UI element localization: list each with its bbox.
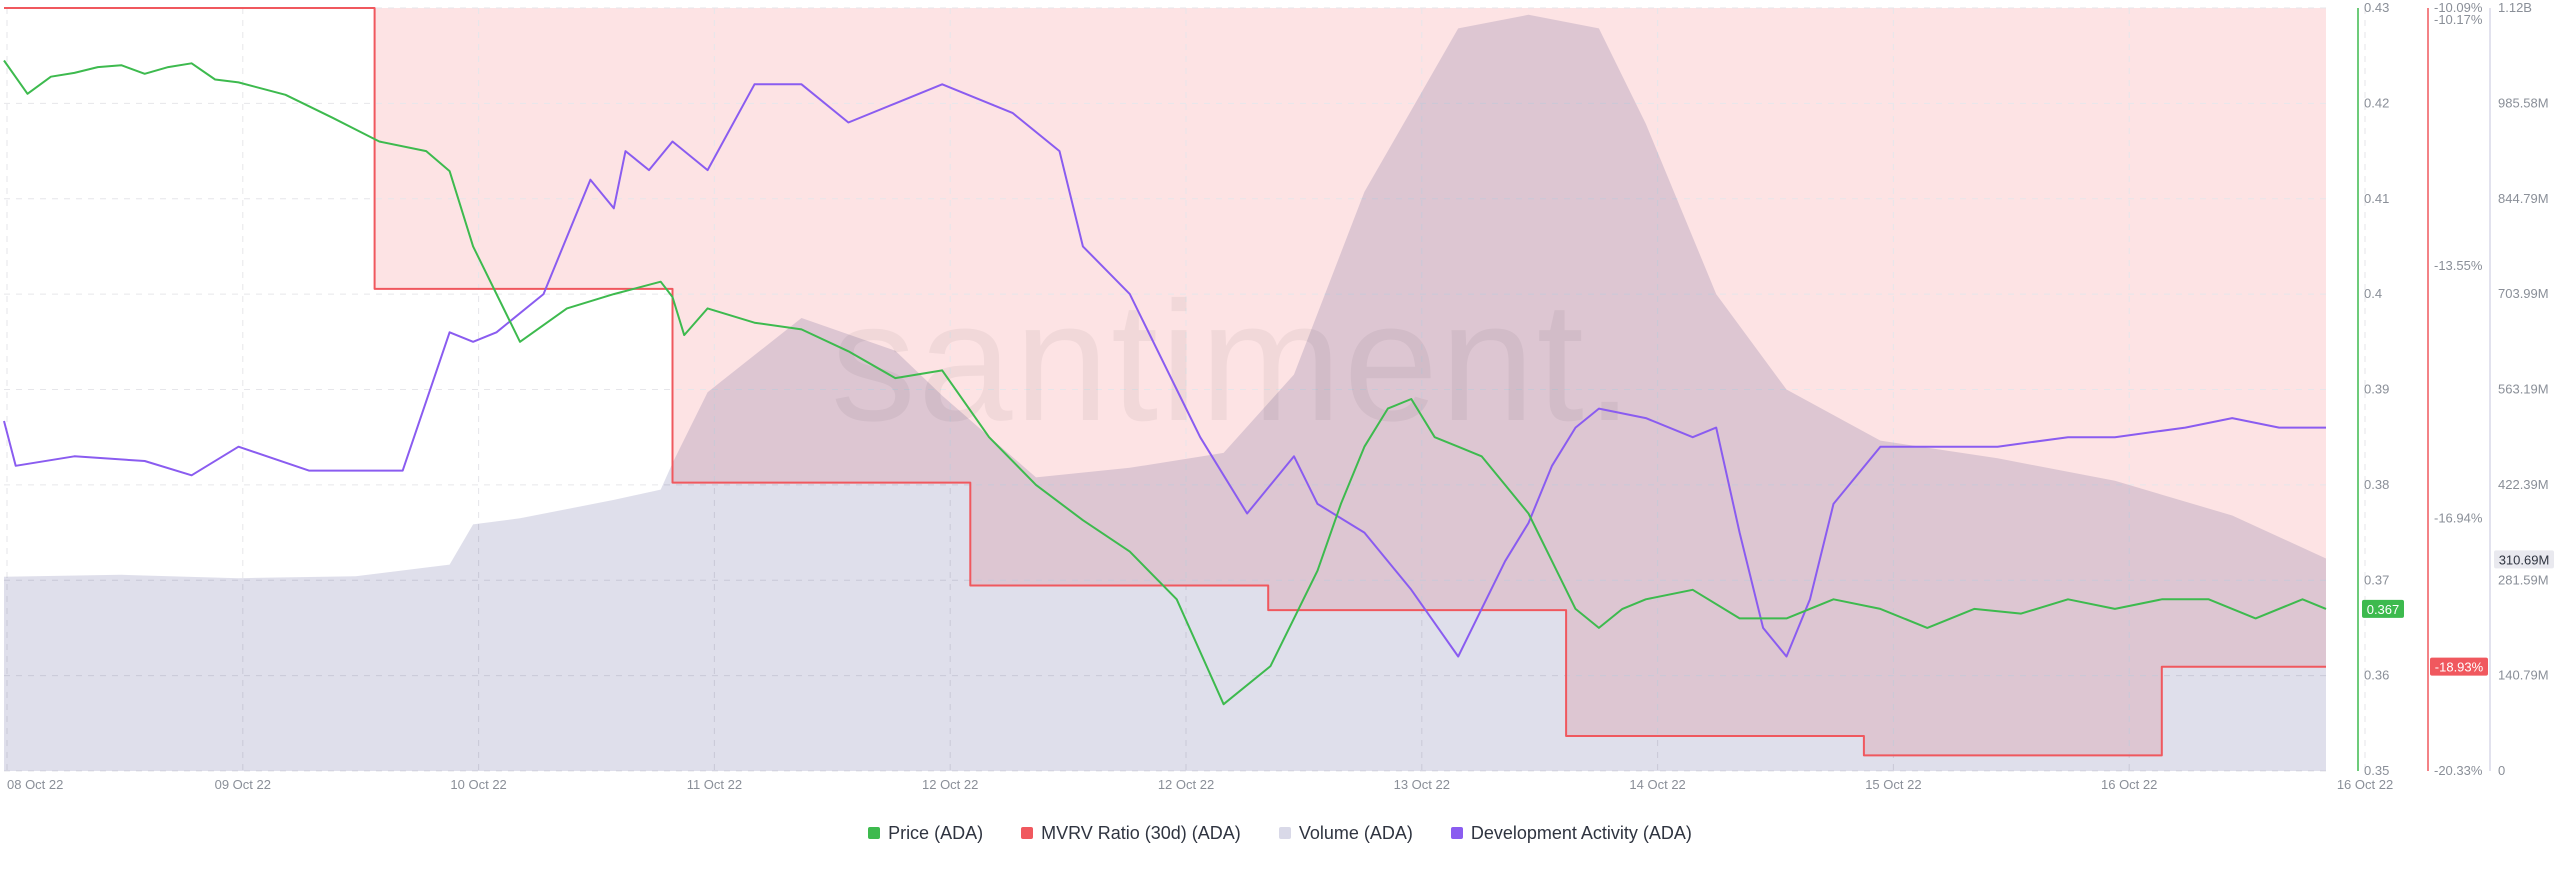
price-axis-tick: 0.36 bbox=[2364, 668, 2389, 683]
price-axis-tick: 0.38 bbox=[2364, 477, 2389, 492]
volume-area bbox=[4, 14, 2326, 772]
x-tick-label: 10 Oct 22 bbox=[450, 777, 506, 792]
legend-label-price: Price (ADA) bbox=[888, 822, 984, 843]
mvrv-current-badge: -18.93% bbox=[2435, 660, 2484, 675]
mvrv-axis-tick: -20.33% bbox=[2434, 763, 2483, 778]
legend: Price (ADA) MVRV Ratio (30d) (ADA) Volum… bbox=[0, 818, 2560, 848]
legend-swatch-dev-activity bbox=[1450, 827, 1463, 839]
x-tick-label: 14 Oct 22 bbox=[1629, 777, 1685, 792]
x-axis-ticks: 08 Oct 22 09 Oct 22 10 Oct 22 11 Oct 22 12 O… bbox=[7, 777, 2393, 792]
mvrv-axis-tick: -16.94% bbox=[2434, 510, 2483, 525]
mvrv-line bbox=[4, 7, 2326, 757]
legend-item-volume[interactable]: Volume (ADA) bbox=[1278, 822, 1413, 844]
price-axis-tick: 0.35 bbox=[2364, 763, 2389, 778]
watermark: santiment. bbox=[831, 267, 1635, 457]
volume-axis-tick: 140.79M bbox=[2498, 668, 2549, 683]
volume-axis-tick: 422.39M bbox=[2498, 477, 2549, 492]
development-activity-line bbox=[3, 83, 2326, 658]
price-axis-tick: 0.4 bbox=[2364, 286, 2382, 301]
price-axis-tick: 0.41 bbox=[2364, 191, 2389, 206]
price-axis-tick: 0.37 bbox=[2364, 572, 2389, 587]
price-axis-tick: 0.43 bbox=[2364, 0, 2389, 15]
legend-swatch-price bbox=[868, 827, 881, 839]
price-current-badge-bg bbox=[2362, 599, 2404, 618]
mvrv-axis-tick: -10.17% bbox=[2434, 12, 2483, 27]
x-tick-label: 16 Oct 22 bbox=[2101, 777, 2157, 792]
volume-axis-tick: 985.58M bbox=[2498, 95, 2549, 110]
legend-label-mvrv: MVRV Ratio (30d) (ADA) bbox=[1041, 822, 1241, 843]
legend-item-dev-activity[interactable]: Development Activity (ADA) bbox=[1450, 822, 1692, 844]
volume-axis-tick: 281.59M bbox=[2498, 572, 2549, 587]
volume-axis-tick: 0 bbox=[2498, 763, 2505, 778]
x-tick-label: 11 Oct 22 bbox=[687, 777, 742, 792]
series-lines bbox=[3, 7, 2327, 757]
volume-axis-tick: 1.12B bbox=[2498, 0, 2532, 15]
x-tick-label: 08 Oct 22 bbox=[7, 777, 63, 792]
current-value-badges: 0.367 -18.93% 310.69M bbox=[2362, 550, 2554, 676]
x-tick-label: 16 Oct 22 bbox=[2337, 777, 2393, 792]
legend-label-dev-activity: Development Activity (ADA) bbox=[1470, 822, 1692, 843]
legend-label-volume: Volume (ADA) bbox=[1298, 822, 1413, 843]
volume-axis-tick: 703.99M bbox=[2498, 286, 2549, 301]
x-tick-label: 15 Oct 22 bbox=[1865, 777, 1921, 792]
price-line bbox=[3, 59, 2327, 706]
mvrv-current-badge-bg bbox=[2430, 657, 2488, 676]
legend-item-mvrv[interactable]: MVRV Ratio (30d) (ADA) bbox=[1021, 823, 1241, 844]
legend-swatch-mvrv bbox=[1021, 827, 1034, 839]
volume-current-badge: 310.69M bbox=[2499, 552, 2550, 567]
x-tick-label: 09 Oct 22 bbox=[215, 777, 271, 792]
price-current-badge: 0.367 bbox=[2367, 602, 2400, 617]
volume-current-badge-bg bbox=[2494, 550, 2554, 569]
y-axis-ticks: 0.43 0.42 0.41 0.4 0.39 0.38 0.37 0.36 0.35 -10.0… bbox=[2364, 0, 2549, 778]
mvrv-axis-tick: -13.55% bbox=[2434, 258, 2483, 273]
volume-axis-tick: 563.19M bbox=[2498, 382, 2549, 397]
x-tick-label: 13 Oct 22 bbox=[1394, 777, 1450, 792]
price-axis-tick: 0.39 bbox=[2364, 382, 2389, 397]
chart-axes bbox=[2357, 8, 2491, 771]
legend-item-price[interactable]: Price (ADA) bbox=[868, 823, 983, 844]
volume-layer bbox=[4, 14, 2326, 772]
volume-axis-tick: 844.79M bbox=[2498, 191, 2549, 206]
mvrv-axis-tick: -10.09% bbox=[2434, 0, 2483, 15]
x-tick-label: 12 Oct 22 bbox=[1158, 777, 1214, 792]
price-axis-tick: 0.42 bbox=[2364, 95, 2389, 110]
legend-swatch-volume bbox=[1278, 827, 1291, 839]
x-tick-label: 12 Oct 22 bbox=[922, 777, 978, 792]
